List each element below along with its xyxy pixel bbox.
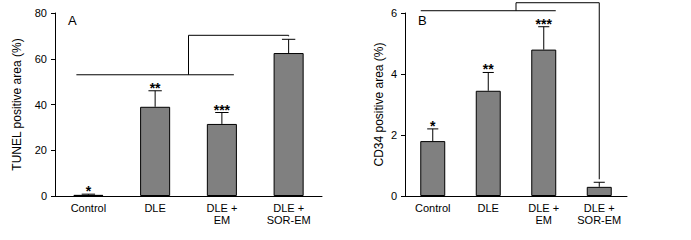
svg-text:CD34 positive area (%): CD34 positive area (%) xyxy=(372,42,386,166)
svg-text:***: *** xyxy=(214,102,231,118)
svg-text:DLE +: DLE + xyxy=(206,202,237,214)
svg-text:**: ** xyxy=(150,80,161,96)
svg-text:*: * xyxy=(86,183,92,199)
svg-text:*: * xyxy=(430,118,436,134)
svg-text:DLE +: DLE + xyxy=(584,202,615,214)
svg-text:80: 80 xyxy=(35,7,47,19)
svg-text:Control: Control xyxy=(71,202,106,214)
svg-text:4: 4 xyxy=(391,68,397,80)
svg-text:DLE +: DLE + xyxy=(273,202,304,214)
svg-text:0: 0 xyxy=(41,190,47,202)
svg-text:A: A xyxy=(68,13,77,28)
svg-text:0: 0 xyxy=(391,190,397,202)
svg-text:SOR-EM: SOR-EM xyxy=(577,214,621,226)
svg-text:6: 6 xyxy=(391,7,397,19)
svg-text:60: 60 xyxy=(35,53,47,65)
svg-text:Control: Control xyxy=(415,202,450,214)
svg-text:TUNEL positive area (%): TUNEL positive area (%) xyxy=(10,38,24,170)
svg-text:40: 40 xyxy=(35,99,47,111)
svg-text:DLE: DLE xyxy=(144,202,165,214)
svg-text:2: 2 xyxy=(391,129,397,141)
svg-text:B: B xyxy=(418,13,427,28)
svg-text:EM: EM xyxy=(536,214,553,226)
svg-text:**: ** xyxy=(483,61,494,77)
svg-text:EM: EM xyxy=(214,214,231,226)
svg-text:DLE +: DLE + xyxy=(528,202,559,214)
svg-text:20: 20 xyxy=(35,144,47,156)
svg-text:***: *** xyxy=(536,16,553,32)
svg-text:DLE: DLE xyxy=(478,202,499,214)
svg-text:SOR-EM: SOR-EM xyxy=(267,214,311,226)
